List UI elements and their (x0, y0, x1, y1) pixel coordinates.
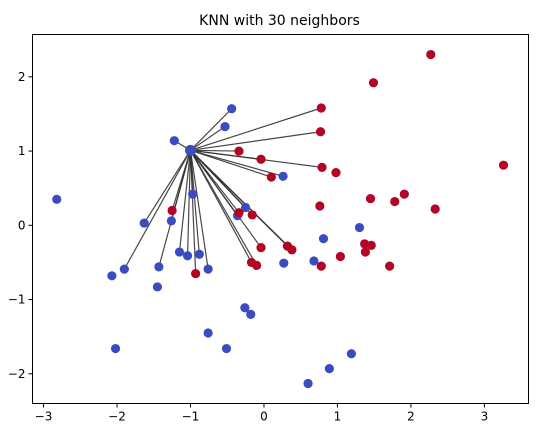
data-point-class-1 (426, 49, 436, 60)
neighbor-line (178, 150, 192, 253)
data-point-class-0 (169, 136, 179, 146)
y-tick-label: 1 (18, 144, 26, 158)
data-point-class-0 (139, 218, 149, 228)
data-point-class-0 (152, 282, 163, 292)
neighbor-line (186, 150, 192, 256)
neighbor-line (189, 150, 209, 270)
neighbor-line (190, 149, 239, 152)
data-point-class-0 (154, 262, 164, 272)
neighbor-line (143, 150, 191, 224)
data-point-class-1 (399, 189, 409, 199)
neighbor-line (123, 150, 192, 270)
data-point-class-1 (234, 146, 244, 156)
data-point-class-1 (247, 210, 257, 220)
data-point-class-1 (366, 240, 376, 250)
data-point-class-0 (318, 234, 329, 244)
x-tick-label: 3 (481, 410, 489, 424)
x-tick-label: −1 (182, 410, 200, 424)
plot-frame (32, 34, 529, 404)
data-point-class-0 (203, 264, 213, 274)
data-point-class-0 (324, 364, 334, 374)
points-layer (52, 49, 509, 389)
neighbor-line (190, 107, 322, 151)
data-point-class-1 (167, 205, 177, 216)
data-point-class-0 (220, 121, 230, 132)
neighbor-line (190, 131, 321, 151)
data-point-class-1 (315, 201, 325, 211)
data-point-class-1 (498, 160, 509, 170)
data-point-class-0 (309, 256, 319, 266)
neighbor-line (190, 126, 226, 151)
data-point-class-0 (194, 249, 204, 259)
query-point (184, 144, 196, 156)
data-point-class-1 (191, 268, 201, 279)
data-point-class-0 (182, 251, 193, 261)
data-point-class-0 (110, 343, 121, 354)
data-point-class-1 (256, 154, 266, 164)
data-point-class-1 (430, 204, 440, 214)
data-point-class-1 (385, 261, 395, 271)
x-tick-label: −2 (108, 410, 126, 424)
data-point-class-0 (279, 258, 289, 268)
y-tick-label: −1 (8, 293, 26, 307)
neighbor-line (190, 149, 272, 178)
neighbor-lines-layer (123, 107, 323, 274)
data-point-class-1 (287, 245, 297, 255)
data-point-class-1 (317, 162, 327, 172)
y-tick-label: 2 (18, 70, 26, 84)
data-point-class-1 (234, 208, 244, 218)
neighbor-line (190, 149, 284, 177)
data-point-class-0 (240, 202, 251, 213)
data-point-class-1 (331, 167, 341, 178)
x-tick-label: −3 (35, 410, 53, 424)
data-point-class-0 (278, 171, 288, 181)
data-point-class-0 (107, 271, 117, 281)
axes-layer: −3 −2 −1 0 1 2 3 −2 −1 0 1 2 (8, 34, 529, 424)
x-tick-label: 0 (260, 410, 268, 424)
data-point-class-0 (119, 264, 129, 274)
data-point-class-0 (303, 378, 313, 389)
data-point-class-0 (188, 189, 198, 199)
data-point-class-1 (256, 242, 266, 253)
neighbor-line (189, 149, 262, 248)
data-point-class-1 (390, 196, 400, 207)
neighbor-line (190, 149, 293, 251)
data-point-class-1 (360, 247, 370, 257)
y-tick-label: 0 (18, 218, 26, 232)
data-point-class-0 (240, 303, 250, 313)
neighbor-line (189, 150, 200, 255)
data-point-class-0 (166, 216, 176, 226)
data-point-class-1 (266, 172, 276, 182)
data-point-class-1 (316, 103, 326, 113)
data-point-class-1 (315, 127, 326, 137)
y-tick-label: −2 (8, 367, 26, 381)
data-point-class-0 (203, 328, 213, 338)
chart-title: KNN with 30 neighbors (199, 13, 360, 29)
x-tick-label: 1 (334, 410, 342, 424)
data-point-class-1 (365, 193, 376, 204)
neighbor-line (190, 149, 323, 168)
data-point-class-0 (227, 104, 237, 114)
x-tick-label: 2 (407, 410, 415, 424)
data-point-class-0 (221, 343, 232, 354)
data-point-class-1 (316, 261, 326, 271)
data-point-class-0 (246, 309, 256, 320)
data-point-class-0 (346, 349, 357, 359)
neighbor-line (190, 108, 233, 151)
data-point-class-0 (52, 194, 62, 204)
neighbor-line (189, 150, 258, 266)
neighbor-line (189, 150, 197, 274)
data-point-class-1 (368, 78, 379, 88)
data-point-class-0 (354, 222, 365, 233)
data-point-class-1 (252, 260, 262, 271)
data-point-class-0 (174, 247, 185, 257)
data-point-class-1 (335, 251, 345, 262)
